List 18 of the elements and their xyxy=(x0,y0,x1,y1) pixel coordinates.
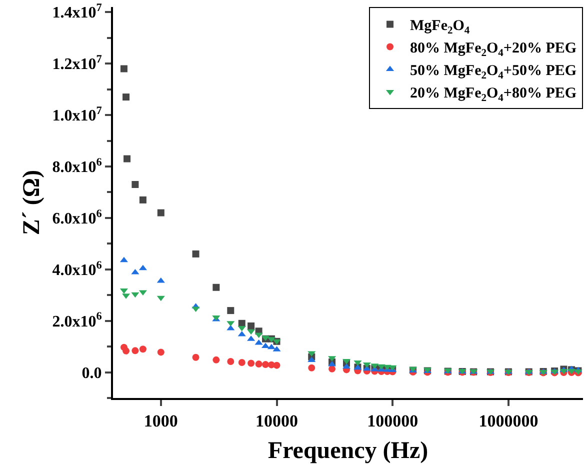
y-tick-label: 1.2x10$^{7}$ xyxy=(52,53,102,74)
legend-label: 50% MgFe$_{2}$O$_{4}$+50% PEG xyxy=(410,63,577,82)
y-axis-title: Z´ (Ω) xyxy=(18,170,45,236)
y-tick-label: 1.0x10$^{7}$ xyxy=(52,104,102,125)
y-tick-label: 1.4x10$^{7}$ xyxy=(52,2,102,22)
y-tick-label: 8.0x10$^{6}$ xyxy=(52,156,102,176)
y-tick-label: 0.0 xyxy=(82,364,102,382)
legend-label: 20% MgFe$_{2}$O$_{4}$+80% PEG xyxy=(410,86,577,104)
y-tick-label: 2.0x10$^{6}$ xyxy=(52,310,102,330)
y-tick-label: 6.0x10$^{6}$ xyxy=(52,208,102,228)
x-tick-label: 10000 xyxy=(256,411,298,430)
x-axis-title: Frequency (Hz) xyxy=(268,438,428,464)
x-tick-label: 1000 xyxy=(144,411,178,430)
x-tick-label: 1000000 xyxy=(478,411,538,430)
y-tick-label: 4.0x10$^{6}$ xyxy=(52,259,102,279)
legend-label: MgFe$_{2}$O$_{4}$ xyxy=(410,18,470,36)
x-tick-label: 100000 xyxy=(367,411,418,430)
legend-label: 80% MgFe$_{2}$O$_{4}$+20% PEG xyxy=(410,40,577,59)
